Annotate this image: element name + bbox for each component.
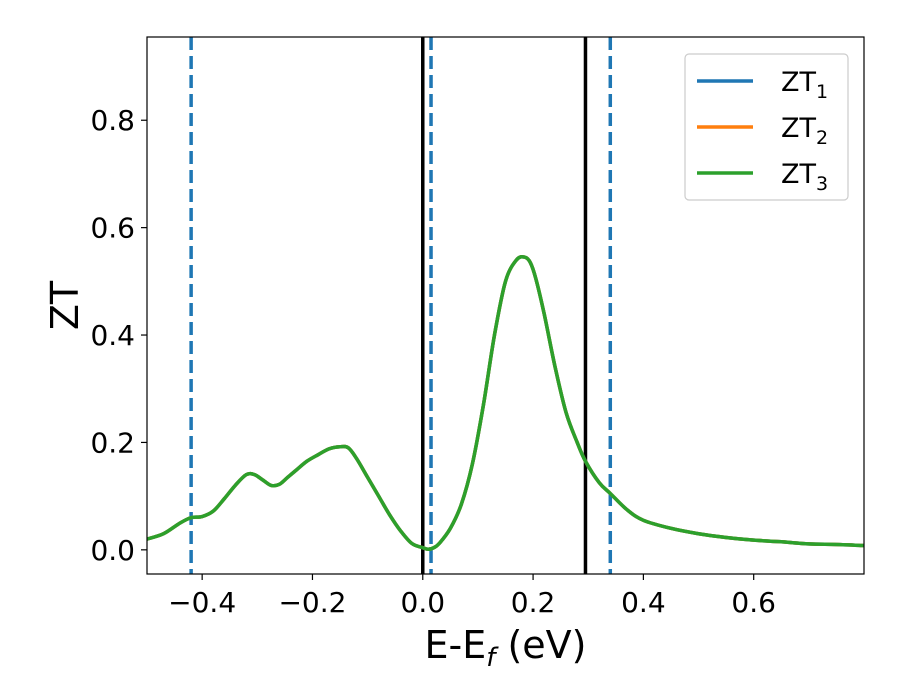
x-axis-label-unit: (eV) — [495, 623, 586, 667]
x-tick-label-2: 0.0 — [401, 586, 446, 619]
axes — [146, 36, 865, 575]
legend-label-1: ZT1 — [781, 67, 828, 103]
y-tick-label-4: 0.8 — [90, 104, 135, 137]
x-tick-label-0: −0.4 — [168, 586, 236, 619]
legend-label-sub-1: 1 — [816, 81, 828, 103]
legend-label-2: ZT2 — [781, 113, 828, 149]
y-tick-label-1: 0.2 — [90, 426, 135, 459]
legend-label-sub-2: 2 — [816, 127, 828, 149]
legend-label-sub-3: 3 — [816, 173, 828, 195]
x-tick-label-4: 0.4 — [621, 586, 666, 619]
legend-label-main-1: ZT — [781, 67, 816, 98]
plot-frame — [146, 36, 865, 575]
vertical-lines — [189, 37, 613, 574]
legend-label-3: ZT3 — [781, 159, 828, 195]
y-tick-label-2: 0.4 — [90, 319, 135, 352]
y-axis-label: ZT — [43, 280, 87, 330]
series-line-1 — [147, 255, 864, 552]
x-tick-label-5: 0.6 — [731, 586, 776, 619]
series-line-2 — [147, 255, 864, 552]
series-curves — [147, 255, 864, 552]
series-line-3 — [147, 255, 864, 552]
legend-label-main-3: ZT — [781, 159, 816, 190]
x-axis-label-main: E-E — [425, 623, 487, 667]
y-tick-label-3: 0.6 — [90, 212, 135, 245]
y-tick-label-0: 0.0 — [90, 534, 135, 567]
x-tick-label-3: 0.2 — [511, 586, 556, 619]
x-tick-label-1: −0.2 — [278, 586, 346, 619]
legend-box — [684, 53, 849, 201]
legend-label-main-2: ZT — [781, 113, 816, 144]
x-axis-label: E-Ef (eV) — [425, 623, 587, 673]
ticks: −0.4 −0.2 0.0 0.2 0.4 0.6 0.0 0.2 0.4 0.6 0.8 — [90, 104, 775, 619]
